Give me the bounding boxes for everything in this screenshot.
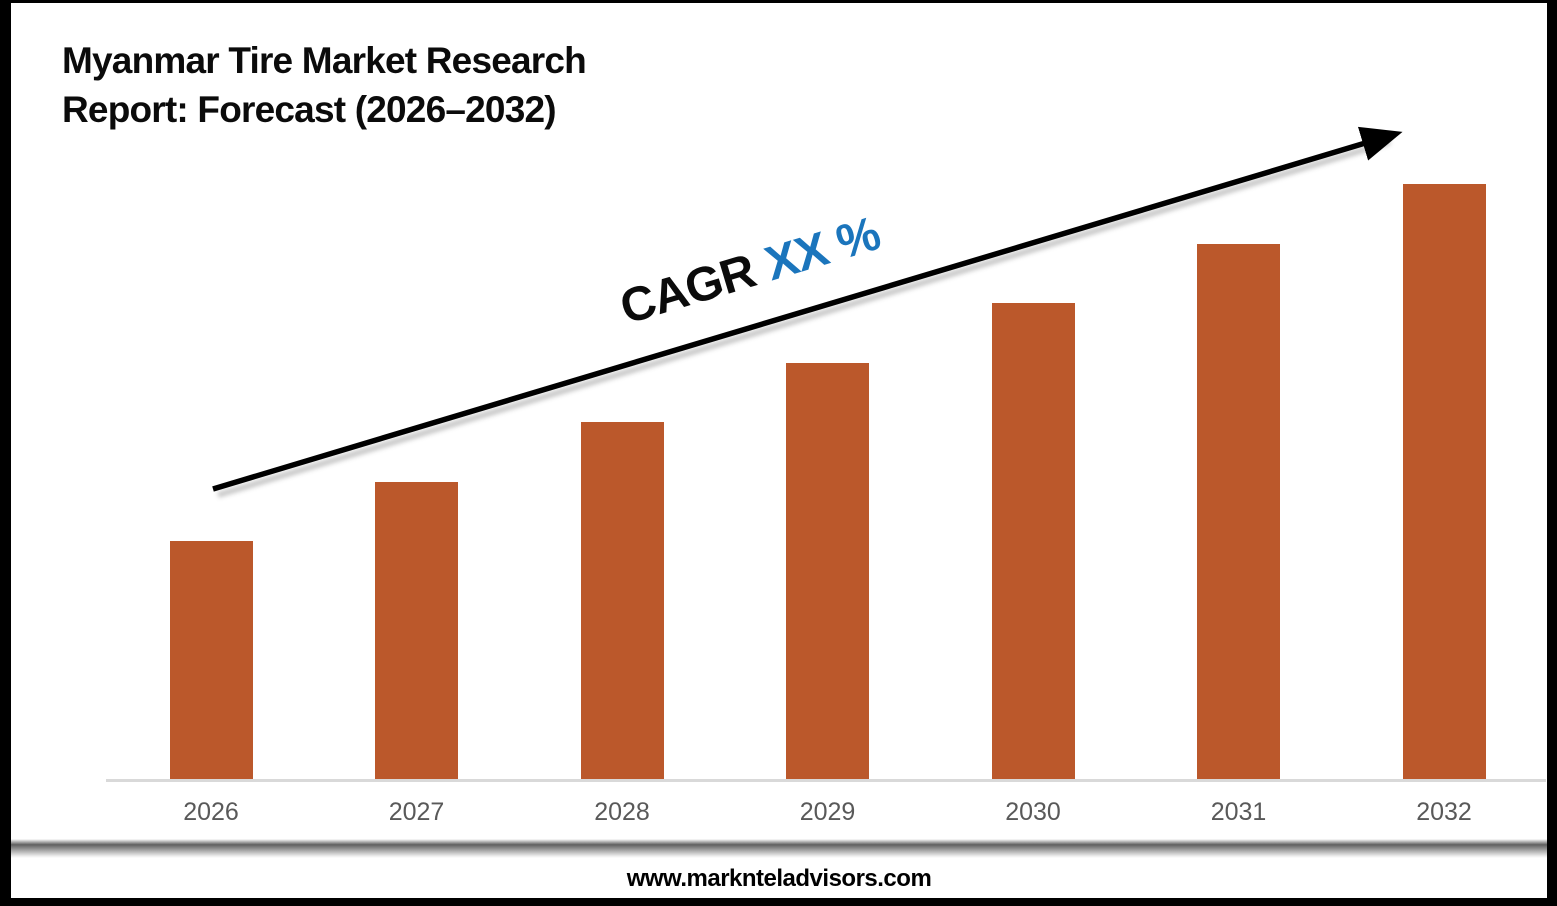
tick-label-2028: 2028 bbox=[594, 798, 650, 826]
chart-title-line1: Myanmar Tire Market Research bbox=[62, 40, 587, 81]
footer-bar: www.marknteladvisors.com bbox=[11, 860, 1547, 898]
tick-label-2030: 2030 bbox=[1005, 798, 1061, 826]
tick-label-2031: 2031 bbox=[1210, 798, 1267, 826]
trend-arrow-line bbox=[212, 126, 1403, 492]
bar-2031 bbox=[1197, 243, 1280, 779]
bar-2028 bbox=[580, 422, 664, 779]
footer-shadow-divider bbox=[11, 839, 1547, 858]
tick-label-2027: 2027 bbox=[388, 798, 445, 826]
footer-website-link[interactable]: www.marknteladvisors.com bbox=[626, 865, 932, 892]
bar-2030 bbox=[991, 303, 1075, 779]
tick-label-2032: 2032 bbox=[1416, 798, 1472, 826]
tick-label-2029: 2029 bbox=[799, 798, 856, 826]
trend-arrow-shadow bbox=[217, 139, 1391, 498]
bar-2026 bbox=[169, 541, 253, 779]
x-axis-line bbox=[106, 779, 1546, 782]
tick-label-2026: 2026 bbox=[183, 798, 239, 826]
chart-title: Myanmar Tire Market Research Report: For… bbox=[62, 36, 587, 134]
bar-2027 bbox=[375, 481, 458, 779]
chart-title-line2: Report: Forecast (2026–2032) bbox=[62, 89, 557, 130]
bar-2029 bbox=[786, 362, 869, 779]
bar-2032 bbox=[1402, 184, 1486, 779]
